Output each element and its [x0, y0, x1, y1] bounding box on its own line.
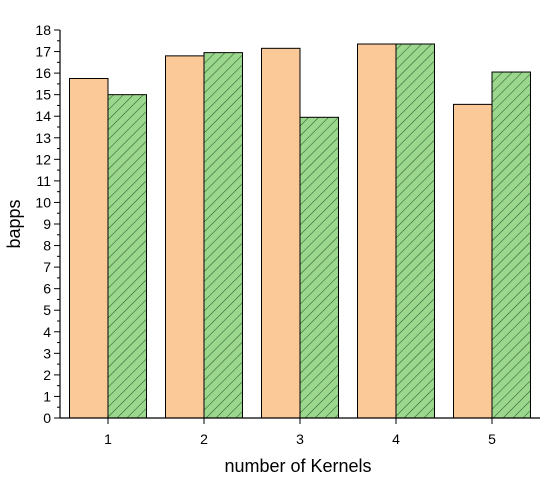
- y-tick-label: 9: [43, 216, 51, 232]
- bar-series2-3: [299, 116, 339, 419]
- bar-series1-4: [357, 43, 397, 419]
- y-tick-label: 16: [35, 65, 51, 81]
- x-tick-label: 2: [200, 431, 208, 447]
- y-tick-label: 18: [35, 22, 51, 38]
- y-tick-label: 13: [35, 130, 51, 146]
- y-axis-title: bapps: [4, 199, 24, 248]
- y-tick-label: 0: [43, 410, 51, 426]
- y-tick-label: 17: [35, 44, 51, 60]
- y-tick-label: 6: [43, 281, 51, 297]
- bar-series1-1: [69, 78, 109, 419]
- bar-series2-5: [491, 71, 531, 419]
- bar-series2-1: [107, 94, 147, 419]
- bar-series1-5: [453, 103, 493, 419]
- y-tick-label: 12: [35, 151, 51, 167]
- y-tick-label: 14: [35, 108, 51, 124]
- x-tick-label: 3: [296, 431, 304, 447]
- bar-series2-4: [395, 43, 435, 419]
- bar-series1-2: [165, 55, 205, 419]
- y-tick-label: 10: [35, 194, 51, 210]
- x-tick-label: 1: [104, 431, 112, 447]
- bar-series1-3: [261, 47, 301, 419]
- y-tick-label: 11: [36, 173, 51, 189]
- bar-series2-2: [203, 52, 243, 419]
- x-tick-label: 4: [392, 431, 400, 447]
- y-tick-label: 15: [35, 87, 51, 103]
- x-axis-title: number of Kernels: [224, 456, 371, 476]
- y-tick-label: 2: [43, 367, 51, 383]
- y-tick-label: 5: [43, 302, 51, 318]
- y-tick-label: 1: [43, 388, 51, 404]
- bars-layer: [69, 43, 531, 419]
- y-tick-label: 8: [43, 238, 51, 254]
- labels-layer: number of Kernels bapps: [4, 199, 372, 476]
- y-tick-label: 3: [43, 345, 51, 361]
- x-tick-label: 5: [488, 431, 496, 447]
- y-tick-label: 4: [43, 324, 51, 340]
- y-tick-label: 7: [43, 259, 51, 275]
